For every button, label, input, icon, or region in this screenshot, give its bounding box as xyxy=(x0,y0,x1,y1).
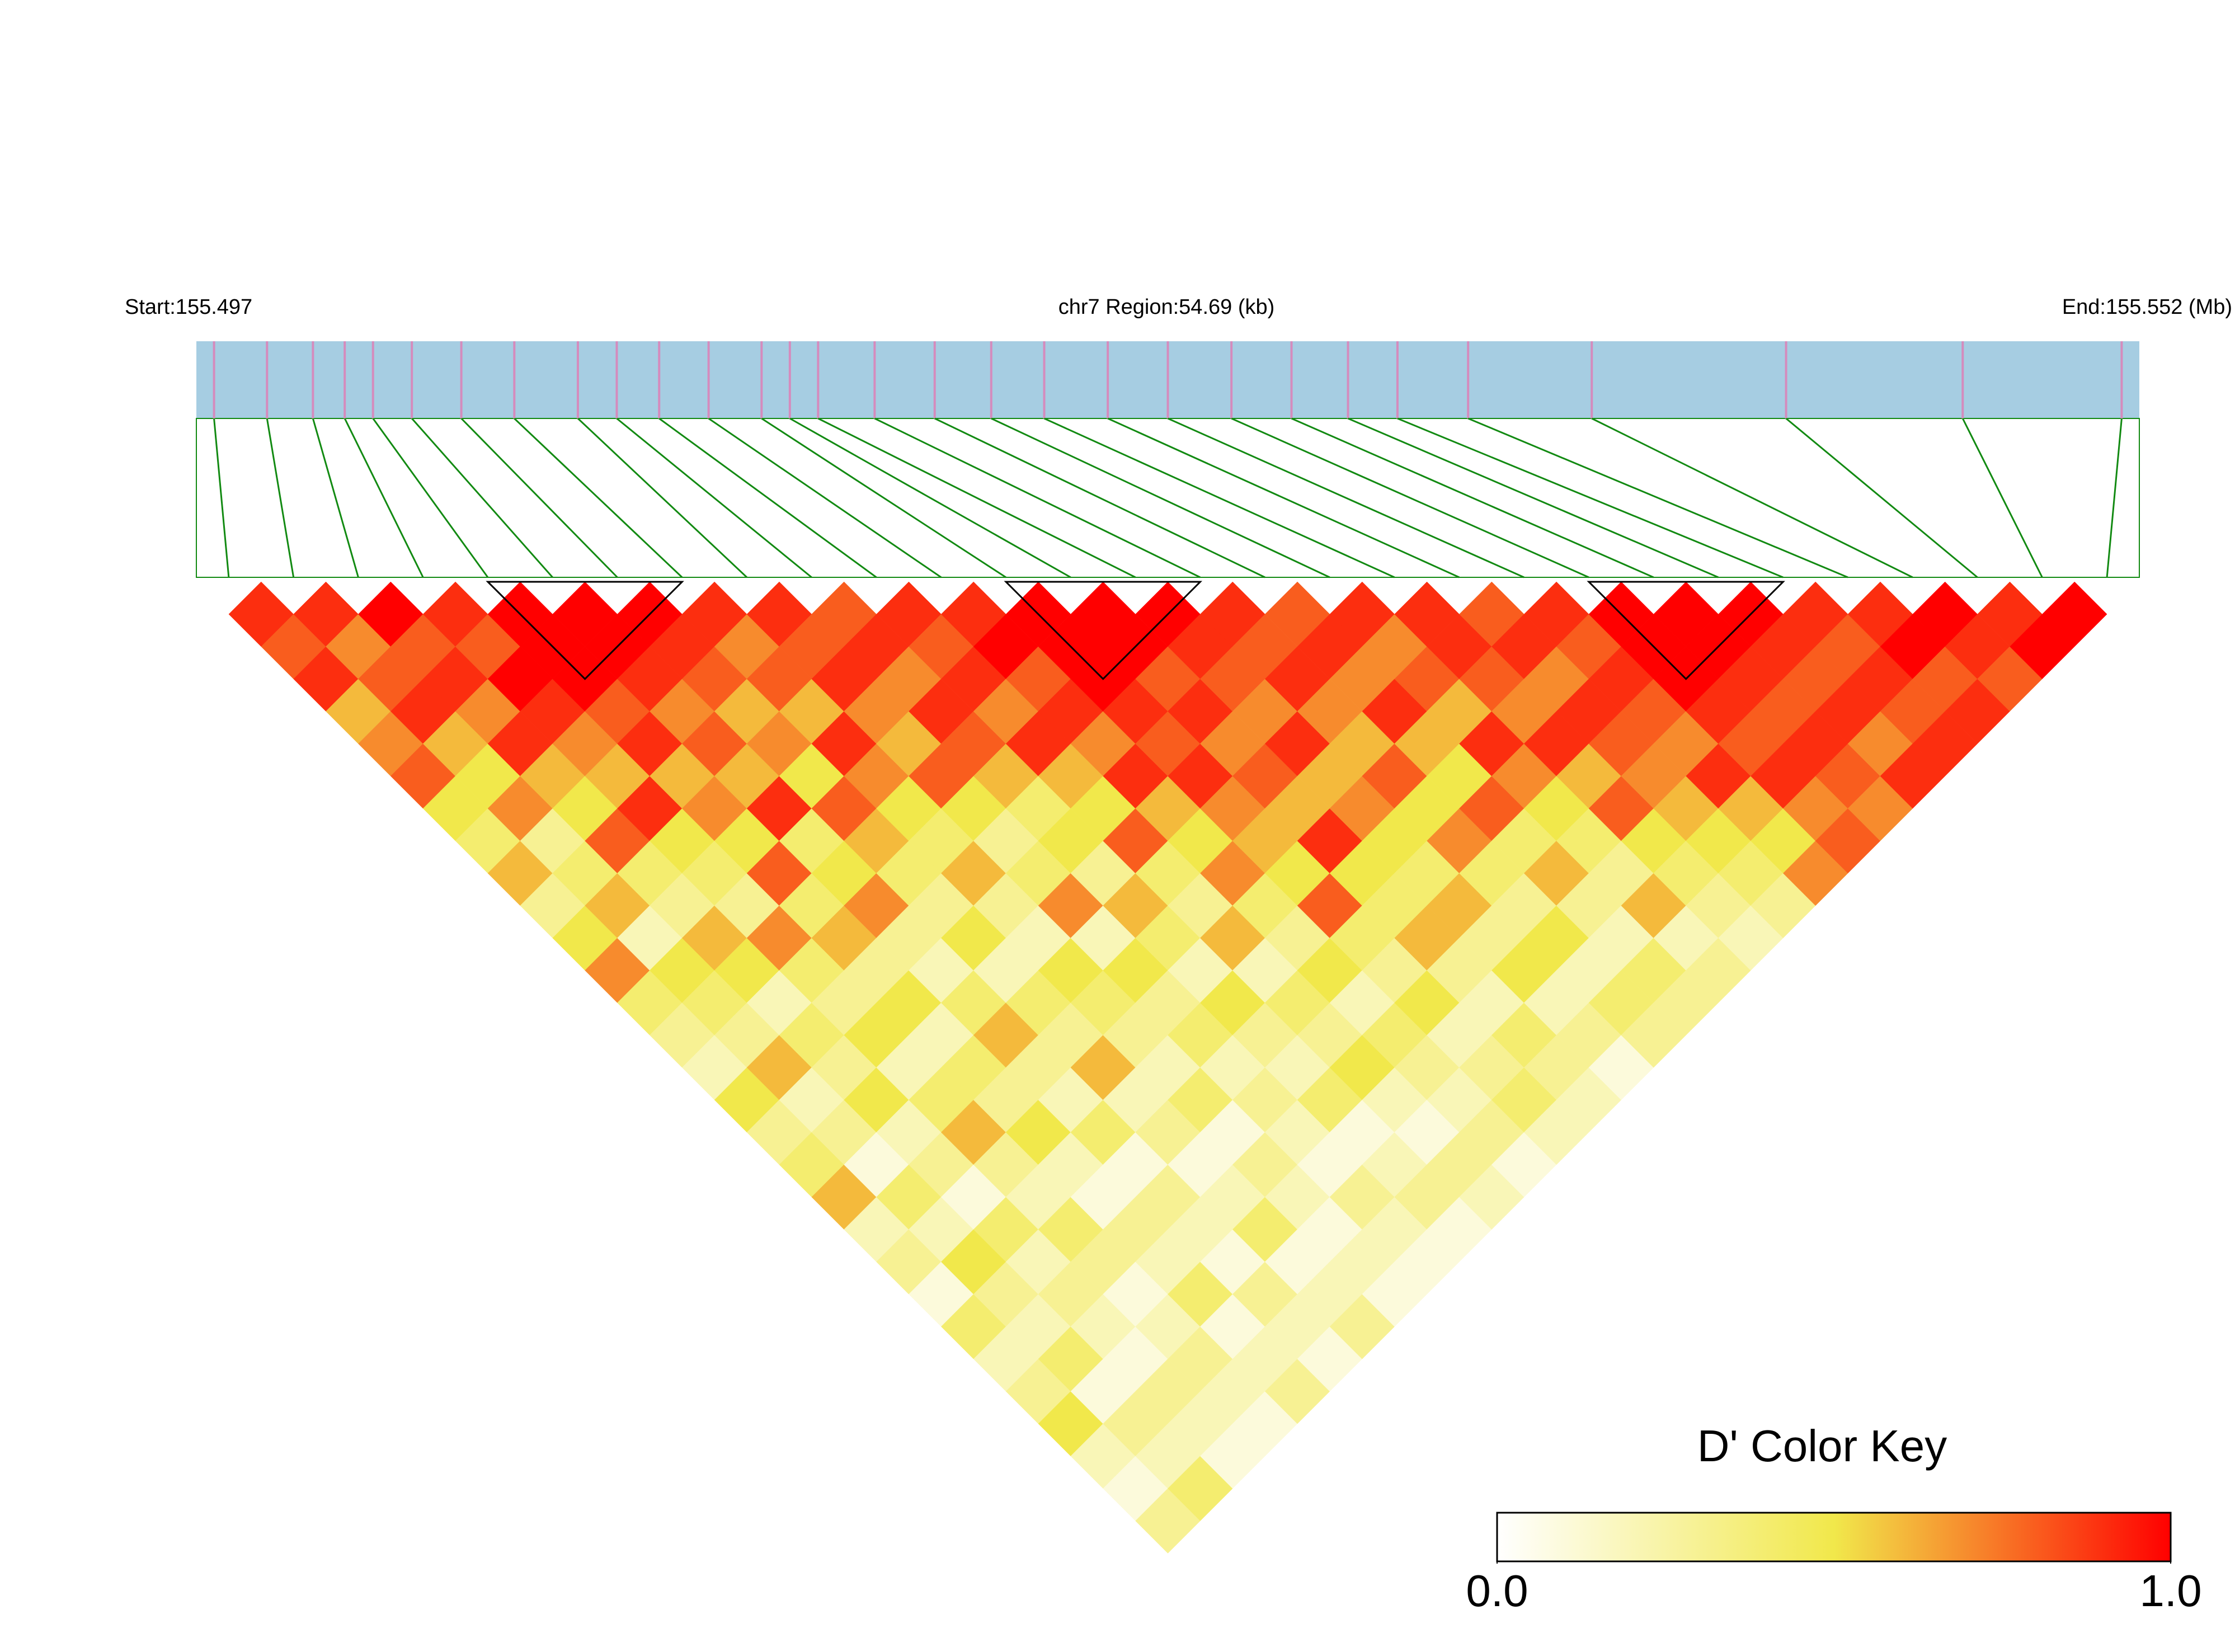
snp-connector xyxy=(1961,418,2043,578)
snp-connector xyxy=(514,417,683,578)
snp-connector xyxy=(344,418,424,578)
snp-connector xyxy=(1347,417,1719,578)
snp-connector xyxy=(1467,417,1848,578)
snp-connector xyxy=(266,418,295,578)
color-key xyxy=(1496,1512,2172,1562)
key-title: D' Color Key xyxy=(1697,1421,1947,1471)
snp-connector xyxy=(312,418,359,578)
snp-connector xyxy=(934,417,1265,578)
region-label: chr7 Region:54.69 (kb) xyxy=(1058,295,1275,319)
snp-connector xyxy=(1167,417,1524,578)
snp-connector xyxy=(1397,417,1784,578)
snp-connector xyxy=(577,417,748,578)
ld-cell xyxy=(2041,581,2107,647)
snp-connector xyxy=(1043,417,1395,578)
snp-connector xyxy=(708,417,942,578)
snp-connector xyxy=(761,417,1006,578)
key-tick-label: 0.0 xyxy=(1466,1566,1528,1616)
snp-connector xyxy=(789,417,1071,578)
key-tick-label: 1.0 xyxy=(2139,1566,2201,1616)
snp-connector xyxy=(616,417,812,578)
snp-connector xyxy=(991,417,1330,578)
end-label: End:155.552 (Mb) xyxy=(2062,295,2232,319)
start-label: Start:155.497 xyxy=(125,295,252,319)
snp-connector xyxy=(460,417,618,578)
snp-connector xyxy=(874,417,1201,578)
snp-connector xyxy=(213,418,230,578)
snp-connector xyxy=(1591,417,1913,578)
snp-connector xyxy=(372,418,489,578)
snp-connector xyxy=(1291,417,1654,578)
snp-connector xyxy=(1785,417,1978,578)
snp-connector xyxy=(1107,417,1460,578)
snp-connector xyxy=(1231,417,1589,578)
ld-block xyxy=(486,581,684,680)
connector-frame xyxy=(196,418,2140,578)
snp-connector xyxy=(817,417,1136,578)
ld-block xyxy=(1004,581,1203,680)
snp-connector xyxy=(658,417,877,578)
snp-connector xyxy=(411,418,553,578)
snp-connector xyxy=(2106,418,2123,578)
ld-block xyxy=(1587,581,1785,680)
